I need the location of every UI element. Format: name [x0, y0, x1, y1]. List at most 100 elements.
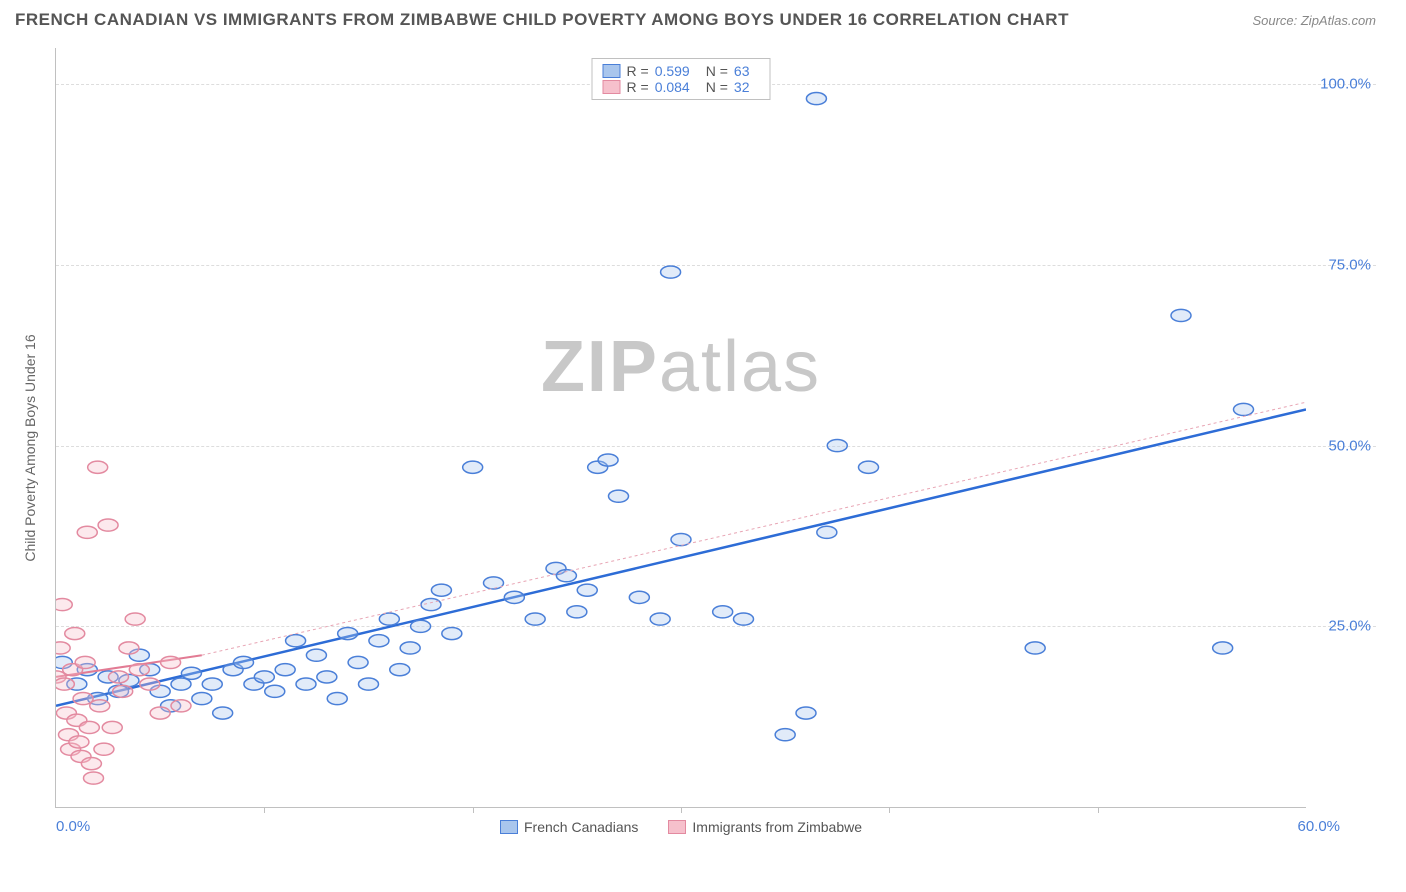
data-point — [171, 700, 191, 712]
data-point — [525, 613, 545, 625]
data-point — [327, 692, 347, 704]
data-point — [56, 642, 70, 654]
data-point — [400, 642, 420, 654]
chart-title: FRENCH CANADIAN VS IMMIGRANTS FROM ZIMBA… — [15, 10, 1069, 30]
data-point — [275, 664, 295, 676]
data-point — [254, 671, 274, 683]
data-point — [98, 519, 118, 531]
data-point — [192, 692, 212, 704]
data-point — [859, 461, 879, 473]
data-point — [56, 678, 74, 690]
legend-n-value: 63 — [734, 63, 750, 79]
source-label: Source: ZipAtlas.com — [1252, 13, 1376, 28]
data-point — [806, 93, 826, 105]
data-point — [1213, 642, 1233, 654]
data-point — [817, 526, 837, 538]
data-point — [1025, 642, 1045, 654]
legend-r-label: R = — [627, 79, 649, 95]
data-point — [1171, 309, 1191, 321]
data-point — [338, 627, 358, 639]
legend-n-value: 32 — [734, 79, 750, 95]
legend-r-label: R = — [627, 63, 649, 79]
data-point — [796, 707, 816, 719]
x-tick — [473, 807, 474, 813]
data-point — [88, 461, 108, 473]
y-tick-label: 100.0% — [1320, 76, 1371, 93]
legend-r-value: 0.084 — [655, 79, 690, 95]
data-point — [213, 707, 233, 719]
scatter-svg — [56, 48, 1306, 807]
x-tick-label: 60.0% — [1297, 818, 1340, 835]
data-point — [94, 743, 114, 755]
data-point — [348, 656, 368, 668]
data-point — [75, 656, 95, 668]
data-point — [421, 599, 441, 611]
data-point — [161, 656, 181, 668]
data-point — [369, 635, 389, 647]
x-tick — [1098, 807, 1099, 813]
data-point — [379, 613, 399, 625]
data-point — [109, 671, 129, 683]
chart-container: FRENCH CANADIAN VS IMMIGRANTS FROM ZIMBA… — [0, 0, 1406, 892]
y-tick-label: 25.0% — [1328, 618, 1371, 635]
data-point — [119, 642, 139, 654]
data-point — [598, 454, 618, 466]
legend-swatch — [668, 820, 686, 834]
data-point — [265, 685, 285, 697]
data-point — [69, 736, 89, 748]
data-point — [286, 635, 306, 647]
trend-line-extrapolated — [202, 402, 1306, 655]
legend-n-label: N = — [706, 63, 728, 79]
x-tick — [264, 807, 265, 813]
series-legend-label: French Canadians — [524, 819, 638, 835]
data-point — [140, 678, 160, 690]
data-point — [125, 613, 145, 625]
data-point — [431, 584, 451, 596]
y-axis-label: Child Poverty Among Boys Under 16 — [22, 334, 38, 561]
data-point — [129, 664, 149, 676]
series-legend-item: Immigrants from Zimbabwe — [668, 819, 862, 835]
plot-area: ZIPatlas R = 0.599 N = 63 R = 0.084 N = … — [55, 48, 1306, 808]
y-tick-label: 75.0% — [1328, 256, 1371, 273]
data-point — [234, 656, 254, 668]
data-point — [79, 721, 99, 733]
data-point — [306, 649, 326, 661]
data-point — [56, 599, 72, 611]
data-point — [90, 700, 110, 712]
data-point — [629, 591, 649, 603]
data-point — [150, 707, 170, 719]
data-point — [77, 526, 97, 538]
data-point — [102, 721, 122, 733]
title-row: FRENCH CANADIAN VS IMMIGRANTS FROM ZIMBA… — [10, 10, 1386, 30]
x-tick — [889, 807, 890, 813]
data-point — [81, 758, 101, 770]
series-legend: French Canadians Immigrants from Zimbabwe — [500, 819, 862, 835]
data-point — [650, 613, 670, 625]
data-point — [734, 613, 754, 625]
legend-r-value: 0.599 — [655, 63, 690, 79]
legend-swatch — [603, 80, 621, 94]
data-point — [504, 591, 524, 603]
data-point — [113, 685, 133, 697]
data-point — [411, 620, 431, 632]
legend-row: R = 0.599 N = 63 — [603, 63, 760, 79]
data-point — [1234, 403, 1254, 415]
y-tick-label: 50.0% — [1328, 437, 1371, 454]
legend-row: R = 0.084 N = 32 — [603, 79, 760, 95]
data-point — [463, 461, 483, 473]
data-point — [827, 439, 847, 451]
data-point — [609, 490, 629, 502]
series-legend-item: French Canadians — [500, 819, 638, 835]
x-tick-label: 0.0% — [56, 818, 90, 835]
data-point — [296, 678, 316, 690]
data-point — [84, 772, 104, 784]
data-point — [181, 667, 201, 679]
data-point — [317, 671, 337, 683]
correlation-legend: R = 0.599 N = 63 R = 0.084 N = 32 — [592, 58, 771, 100]
data-point — [661, 266, 681, 278]
legend-n-label: N = — [706, 79, 728, 95]
chart-zone: Child Poverty Among Boys Under 16 ZIPatl… — [10, 38, 1386, 858]
data-point — [359, 678, 379, 690]
data-point — [171, 678, 191, 690]
data-point — [202, 678, 222, 690]
